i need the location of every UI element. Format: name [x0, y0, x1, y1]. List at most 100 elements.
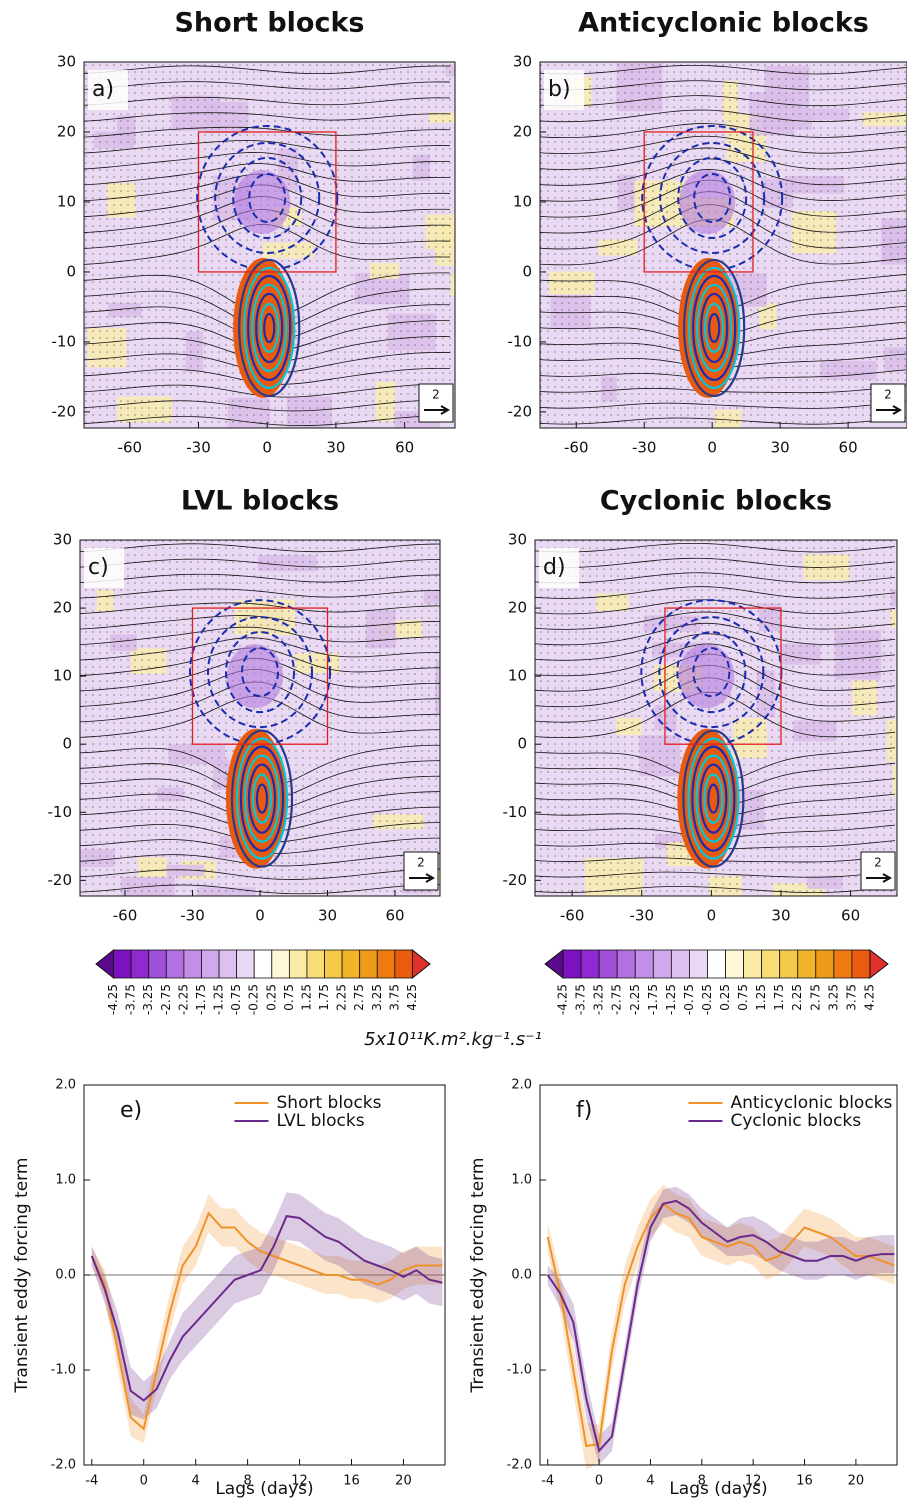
panel-label: e): [120, 1098, 142, 1123]
contour-pos: [703, 773, 724, 824]
streamline: [535, 871, 896, 878]
colorbar-label: -1.25: [212, 984, 226, 1015]
colorbar-label: 2.25: [335, 984, 349, 1011]
contour-pos: [251, 283, 288, 373]
map-field: [84, 62, 455, 428]
streamline: [84, 65, 451, 75]
spread-band: [91, 1194, 443, 1444]
label-bg: [539, 548, 579, 588]
contour-neg: [225, 631, 295, 714]
box: [664, 607, 782, 745]
y-tick-label: -20: [508, 402, 533, 420]
streamline: [540, 80, 907, 91]
y-tick-label: 1.0: [55, 1173, 76, 1188]
colorbar-label: -2.25: [176, 984, 190, 1015]
streamline: [535, 599, 896, 615]
y-tick-label: 30: [508, 531, 527, 549]
y-axis-label: Transient eddy forcing term: [12, 1158, 32, 1394]
x-tick-label: -60: [118, 439, 143, 457]
y-tick-label: 0: [522, 262, 532, 280]
y-tick-label: 10: [513, 192, 532, 210]
contour-neg: [232, 156, 303, 239]
contour-pos: [247, 274, 292, 382]
colorbar-label: 0.75: [736, 984, 750, 1011]
ref-arrow: [876, 405, 903, 415]
colorbar-cell: [689, 949, 708, 979]
contour-pos: [687, 737, 740, 860]
x-tick-label: 16: [796, 1474, 813, 1489]
y-tick-label: 0: [517, 735, 527, 753]
x-tick-label: 60: [841, 907, 860, 925]
colorbar-cell: [797, 949, 817, 979]
colorbar-cell: [616, 949, 636, 979]
legend-label: LVL blocks: [277, 1111, 365, 1131]
x-tick-label: 60: [839, 439, 858, 457]
x-axis-label: Lags (days): [669, 1479, 767, 1499]
ref-box: [418, 383, 454, 423]
streamline: [540, 135, 907, 154]
colorbar-cell: [324, 949, 343, 979]
x-tick-label: 30: [326, 439, 345, 457]
y-tick-label: -20: [52, 402, 77, 420]
y-tick-label: 0: [66, 262, 76, 280]
frame: [534, 539, 898, 897]
spread-band: [91, 1192, 443, 1420]
streamline: [80, 573, 440, 583]
colorbar-cell: [833, 949, 853, 979]
colorbar-cell: [707, 949, 726, 979]
x-tick-label: 60: [395, 439, 414, 457]
contour-pos: [696, 283, 733, 373]
streamline: [80, 588, 440, 599]
contour-neg: [207, 616, 313, 729]
colorbar-label: 2.25: [790, 984, 804, 1011]
colorbar-label: -0.75: [229, 984, 243, 1015]
y-tick-label: 1.0: [511, 1173, 532, 1188]
ref-label: 2: [432, 388, 440, 402]
colorbar-end: [869, 948, 889, 980]
field-patch: [435, 674, 440, 714]
streamline: [535, 633, 896, 661]
streamline: [84, 140, 451, 154]
x-tick-label: 60: [385, 907, 404, 925]
colorbar-cell: [165, 949, 185, 979]
label-bg: [544, 70, 584, 110]
colorbar-cell: [779, 949, 799, 979]
streamline: [535, 557, 896, 568]
contour-neg: [248, 172, 287, 223]
contour-pos: [707, 783, 720, 814]
streamline: [535, 586, 896, 599]
colorbar-label: -0.75: [682, 984, 696, 1015]
colorbar-cell: [341, 949, 361, 979]
colorbar-end: [95, 948, 115, 980]
contour-pos: [708, 312, 721, 344]
colorbar-cell: [743, 949, 763, 979]
streamline: [84, 163, 451, 186]
colorbar-cell: [851, 949, 871, 979]
contour-pos: [688, 266, 741, 390]
panel-label: f): [576, 1098, 592, 1123]
colorbar-label: 3.75: [844, 984, 858, 1011]
x-tick-label: -30: [186, 439, 211, 457]
y-tick-label: -1.0: [51, 1363, 76, 1378]
panel-label: a): [92, 77, 114, 102]
x-tick-label: 0: [262, 439, 272, 457]
y-tick-label: 0.0: [511, 1268, 532, 1283]
colorbar-label: 2.75: [808, 984, 822, 1011]
colorbar-end: [411, 948, 431, 980]
blob: [227, 644, 283, 709]
streamline: [535, 542, 896, 553]
colorbar-label: -1.75: [194, 984, 208, 1015]
y-tick-label: -2.0: [507, 1458, 532, 1473]
y-tick-label: -10: [503, 803, 528, 821]
colorbar-cell: [634, 949, 654, 979]
colorbar-label: 3.75: [387, 984, 401, 1011]
contour-pos: [259, 302, 280, 354]
panel-title: Anticyclonic blocks: [578, 8, 869, 39]
contour-pos: [255, 783, 269, 814]
x-tick-label: 12: [745, 1474, 762, 1489]
spread-band: [547, 1186, 895, 1465]
x-tick-label: 4: [192, 1474, 200, 1489]
colorbar-label: -3.25: [141, 984, 155, 1015]
streamline: [535, 622, 896, 646]
streamline: [540, 123, 907, 139]
